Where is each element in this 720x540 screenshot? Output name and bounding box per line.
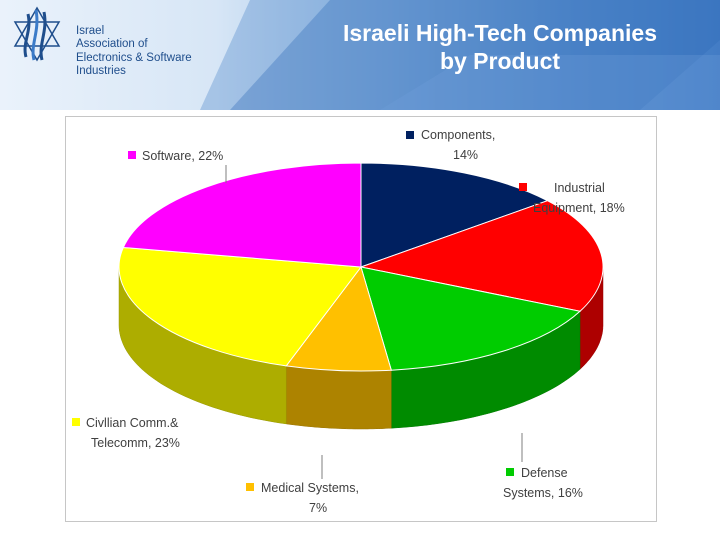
org-name-line: Industries bbox=[76, 64, 126, 77]
legend-key-medical-systems bbox=[246, 483, 254, 491]
pie-slice-medical-systems bbox=[285, 265, 392, 372]
pie-top-group bbox=[118, 162, 604, 372]
legend-key-civllian-comm-telecomm bbox=[72, 418, 80, 426]
pie-labels-group: Components, 14% Industrial Equipment, 18% De… bbox=[72, 128, 625, 515]
legend-key-software bbox=[128, 151, 136, 159]
slide-header: Israel Association of Electronics & Soft… bbox=[0, 0, 720, 110]
legend-key-defense-systems bbox=[506, 468, 514, 476]
slice-value-label: 14% bbox=[453, 148, 478, 162]
legend-key-components bbox=[406, 131, 414, 139]
pie-slice-industrial-equipment bbox=[359, 200, 604, 312]
slice-label: Software, 22% bbox=[142, 149, 223, 163]
star-of-david-wave-logo-icon bbox=[13, 6, 61, 62]
slice-value-label: Telecomm, 23% bbox=[91, 436, 180, 450]
slice-label: Industrial bbox=[554, 181, 605, 195]
org-name-line: Association of bbox=[76, 38, 148, 51]
slice-label: Civllian Comm.& bbox=[86, 416, 179, 430]
organization-name: Israel Association of Electronics & Soft… bbox=[76, 25, 192, 78]
slice-label: Components, bbox=[421, 128, 495, 142]
legend-key-industrial-equipment bbox=[519, 183, 527, 191]
pie-slice-side-medical-systems bbox=[285, 365, 392, 430]
org-name-line: Israel bbox=[76, 25, 105, 37]
pie-slice-software bbox=[122, 162, 362, 268]
chart-frame: Components, 14% Industrial Equipment, 18% De… bbox=[65, 116, 657, 522]
slice-value-label: Systems, 16% bbox=[503, 486, 583, 500]
pie-chart: Components, 14% Industrial Equipment, 18% De… bbox=[72, 128, 625, 515]
slice-label: Medical Systems, bbox=[261, 481, 359, 495]
slice-value-label: 7% bbox=[309, 501, 327, 515]
slide-title-line: by Product bbox=[439, 48, 561, 74]
slide-title: Israeli High-Tech Companies by Product bbox=[280, 19, 720, 75]
slice-value-label: Equipment, 18% bbox=[533, 201, 625, 215]
pie-slice-defense-systems bbox=[360, 266, 582, 371]
org-name-line: Electronics & Software bbox=[76, 51, 192, 64]
slice-label: Defense bbox=[521, 466, 568, 480]
pie-slice-components bbox=[360, 162, 549, 268]
header-background-graphic bbox=[200, 0, 720, 110]
slide-title-line: Israeli High-Tech Companies bbox=[343, 20, 657, 46]
pie-slice-civllian-comm-telecomm bbox=[118, 246, 362, 367]
